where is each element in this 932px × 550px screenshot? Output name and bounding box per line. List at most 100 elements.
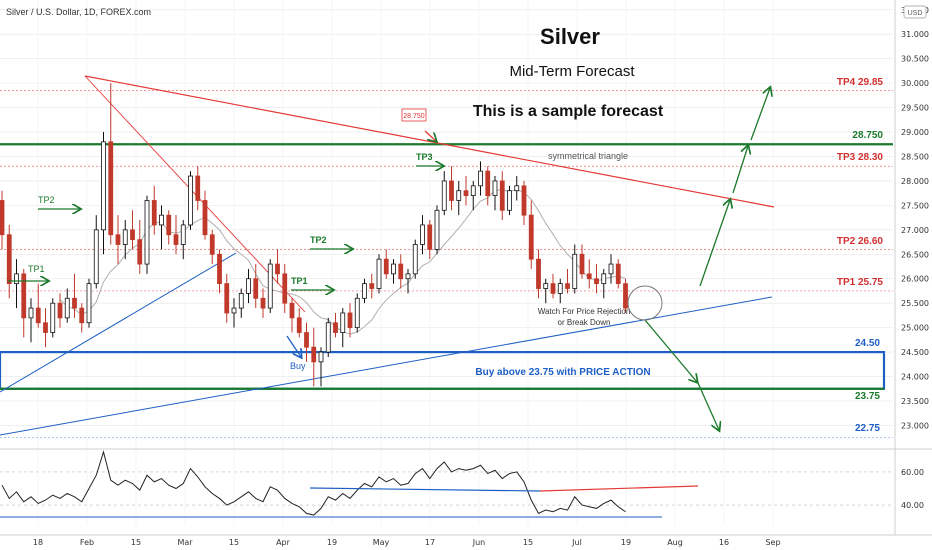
candle-body	[449, 180, 454, 201]
candle-body	[369, 283, 375, 289]
candle-body	[108, 141, 114, 236]
candle-body	[623, 283, 628, 309]
candle-body	[478, 170, 483, 187]
chart-subtitle: Mid-Term Forecast	[509, 63, 635, 80]
blue-support-line	[0, 252, 237, 393]
price-tick-label: 31.000	[901, 30, 929, 39]
candle-body	[579, 253, 585, 275]
rsi-tick-label: 40.00	[901, 501, 924, 510]
candle-body	[398, 263, 404, 280]
price-tick-label: 27.000	[901, 226, 929, 235]
candle-body	[311, 346, 317, 363]
rsi-tick-label: 60.00	[901, 468, 924, 477]
candle-body	[594, 278, 599, 285]
price-tick-label: 23.500	[901, 397, 929, 406]
candle-body	[238, 293, 244, 309]
peak-badge-box	[401, 108, 427, 122]
level-28750-label: 28.750	[852, 130, 883, 141]
candle-body	[347, 312, 353, 329]
time-tick-label: 18	[33, 538, 43, 547]
candle-body	[224, 283, 230, 314]
candle-body	[528, 214, 534, 260]
candle-body	[543, 283, 549, 289]
candle-body	[572, 253, 578, 289]
buy-arrow	[286, 335, 301, 357]
candle-body	[173, 234, 179, 245]
candle-body	[304, 332, 309, 348]
candle-body	[608, 263, 614, 275]
candle-body	[14, 273, 19, 285]
candle-body	[354, 297, 360, 329]
candle-body	[43, 322, 48, 333]
time-tick-label: Feb	[80, 538, 94, 547]
tp2-label: TP2 26.60	[837, 236, 884, 247]
time-tick-label: Mar	[177, 538, 193, 547]
candle-body	[130, 229, 135, 241]
candle-body	[434, 209, 440, 250]
candle-body	[391, 263, 396, 275]
candle-body	[144, 200, 150, 265]
candle-body	[565, 283, 570, 289]
candle-body	[557, 283, 563, 294]
tp1-left-label: TP1	[28, 264, 45, 274]
candle-body	[441, 180, 447, 211]
rsi-blue-trendline	[309, 487, 541, 492]
time-tick-label: 15	[131, 538, 141, 547]
candle-body	[412, 244, 418, 275]
candle-body	[50, 302, 56, 333]
price-tick-label: 23.000	[901, 421, 929, 430]
candle-body	[209, 234, 215, 255]
time-tick-label: Apr	[276, 538, 291, 547]
candle-body	[586, 273, 592, 280]
candle-body	[362, 283, 367, 299]
buy-zone-box	[0, 350, 886, 390]
candle-body	[521, 185, 527, 216]
time-tick-label: Jul	[571, 538, 582, 547]
time-tick-label: Jun	[472, 538, 486, 547]
time-tick-label: 15	[229, 538, 239, 547]
rsi-pane	[0, 450, 699, 518]
zone-bottom-label: 23.75	[855, 391, 880, 402]
candle-body	[57, 302, 63, 319]
down-arrow-1	[644, 319, 697, 382]
candle-body	[202, 200, 208, 236]
price-tick-label: 25.000	[901, 324, 929, 333]
time-tick-label: 16	[719, 538, 729, 547]
price-tick-label: 29.500	[901, 104, 929, 113]
candle-body	[188, 175, 193, 226]
candle-body	[550, 283, 556, 294]
triangle-label: symmetrical triangle	[548, 151, 628, 161]
up-arrow-3	[750, 88, 770, 141]
candle-body	[282, 273, 288, 304]
candle-body	[246, 278, 251, 294]
symbol-label: Silver / U.S. Dollar, 1D, FOREX.com	[6, 7, 151, 17]
price-tick-label: 24.000	[901, 373, 929, 382]
time-tick-label: 19	[621, 538, 631, 547]
candle-body	[492, 180, 498, 197]
tp2-mid-label: TP2	[310, 235, 327, 245]
buy-label: Buy	[290, 361, 306, 371]
candle-body	[28, 307, 34, 319]
price-tick-label: 30.000	[901, 79, 929, 88]
price-tick-label: 27.500	[901, 201, 929, 210]
currency-badge[interactable]	[903, 5, 927, 19]
tp3-mid-label: TP3	[416, 152, 433, 162]
chart-title: Silver	[540, 24, 600, 49]
time-tick-label: May	[373, 538, 390, 547]
candle-body	[427, 224, 433, 250]
candle-body	[376, 258, 382, 289]
candle-body	[35, 307, 41, 324]
watch-circle	[627, 285, 663, 321]
forecast-arrows	[8, 88, 770, 430]
rsi-red-trendline	[539, 485, 699, 492]
candle-body	[470, 185, 476, 197]
candle-body	[536, 258, 541, 289]
candle-body	[122, 229, 128, 245]
candle-body	[79, 307, 85, 324]
candle-body	[64, 297, 70, 319]
candle-body	[275, 263, 280, 275]
candle-body	[253, 278, 259, 299]
forecast-note: This is a sample forecast	[473, 103, 664, 120]
rsi-line	[1, 450, 626, 516]
